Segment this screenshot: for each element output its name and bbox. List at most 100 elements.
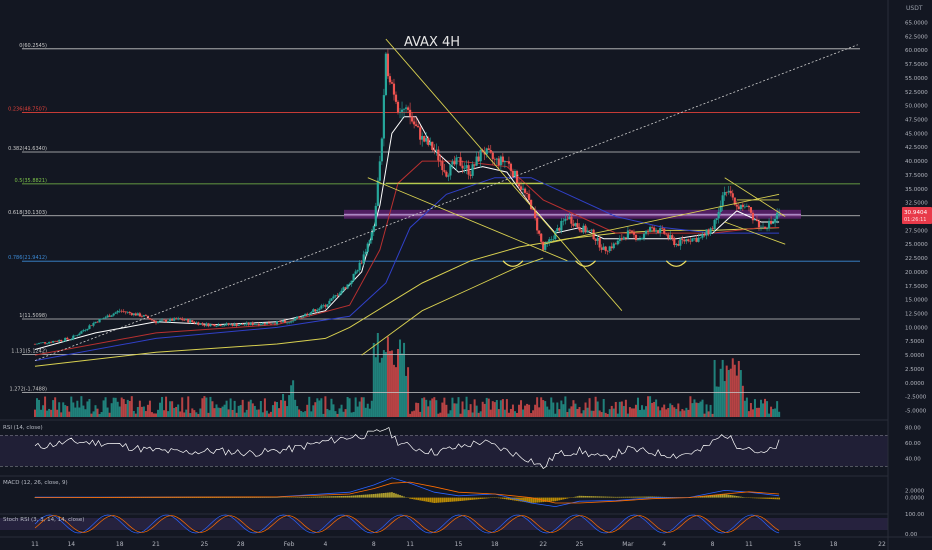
candle-body: [275, 321, 279, 325]
volume-bar: [296, 406, 299, 417]
macd-histogram-bar: [328, 496, 331, 498]
volume-bar: [132, 410, 135, 417]
candle-body: [183, 319, 186, 321]
volume-bar: [181, 397, 184, 417]
candle-body: [261, 322, 264, 325]
volume-bar: [76, 400, 79, 417]
candle-body: [677, 244, 680, 246]
volume-bar: [423, 397, 426, 417]
candle-body: [140, 316, 143, 318]
rsi-label: RSI (14, close): [3, 425, 43, 431]
volume-bar: [241, 399, 244, 417]
volume-bar: [542, 400, 545, 417]
macd-histogram-bar: [506, 497, 508, 500]
macd-histogram-bar: [578, 495, 581, 498]
volume-bar: [306, 404, 309, 417]
macd-histogram-bar: [610, 496, 613, 498]
price-axis[interactable]: 65.0000 62.5000 60.0000 57.5000 55.0000 52.50…: [887, 0, 928, 550]
volume-bar: [667, 408, 670, 417]
volume-bar: [645, 406, 648, 417]
volume-bar: [524, 405, 527, 417]
candle-body: [154, 321, 158, 324]
volume-bar: [467, 410, 470, 417]
volume-bar: [163, 410, 166, 417]
volume-bar: [671, 405, 674, 417]
volume-bar: [314, 402, 317, 417]
price-tick-label: 57.5000: [905, 62, 928, 68]
candle-body: [574, 223, 577, 226]
stoch-tick-label: 0.00: [905, 532, 918, 538]
price-tick-label: 45.0000: [905, 131, 928, 137]
candle-body: [703, 234, 706, 236]
macd-histogram-bar: [449, 497, 452, 502]
macd-histogram-bar: [717, 494, 720, 498]
trendlines[interactable]: [34, 38, 858, 361]
volume-bar: [421, 398, 424, 417]
candle-body: [753, 219, 757, 221]
price-tick-label: 12.5000: [905, 311, 928, 317]
candle-body: [449, 164, 452, 176]
candle-body: [378, 161, 381, 181]
time-axis[interactable]: 11 14 18 21 25 28 Feb 4 8 11 15 18 22 25 Mar 4 8 11 15 18 22: [0, 536, 932, 548]
candle-body: [739, 204, 742, 210]
macd-histogram-bar: [503, 497, 506, 500]
macd-histogram-bar: [485, 497, 488, 499]
volume-bar: [675, 408, 678, 417]
volume-bar: [255, 409, 258, 417]
macd-histogram-bar: [326, 496, 329, 498]
macd-histogram-bar: [709, 495, 712, 498]
macd-histogram-bar: [643, 496, 645, 498]
volume-bar: [770, 406, 773, 417]
volume-bar: [235, 412, 238, 417]
candle-body: [185, 319, 188, 321]
candle-body: [336, 295, 339, 296]
volume-bar: [705, 404, 708, 417]
volume-bar: [376, 332, 379, 417]
volume-bar: [152, 413, 155, 417]
macd-histogram-bar: [501, 497, 504, 499]
candle-body: [776, 212, 779, 219]
candle-body: [199, 323, 202, 325]
candle-body: [237, 324, 240, 326]
price-tick-label: 50.0000: [905, 104, 928, 110]
volume-bar: [572, 400, 575, 417]
macd-histogram-bar: [536, 497, 539, 503]
volume-bar: [707, 411, 710, 417]
candle-body: [417, 125, 420, 128]
macd-histogram-bar: [463, 497, 466, 501]
candle-body: [54, 341, 57, 342]
candle-body: [681, 239, 684, 241]
candle-body: [530, 199, 533, 210]
volume-bar: [630, 408, 633, 417]
candle-body: [239, 323, 242, 325]
macd-histogram-bar: [622, 496, 625, 498]
volume-bar: [136, 406, 139, 417]
volume-bar: [546, 406, 549, 417]
candle-body: [469, 174, 472, 176]
candle-body: [479, 150, 482, 162]
candle-body: [193, 321, 196, 324]
volume-bar: [74, 407, 77, 417]
volume-bar: [465, 396, 468, 417]
chart-title: AVAX 4H: [404, 35, 460, 50]
trendline: [543, 193, 780, 245]
time-tick-label: Mar: [622, 541, 634, 548]
candle-body: [310, 311, 313, 315]
price-tick-label: -2.5000: [905, 395, 927, 401]
macd-tick-label: 0.0000: [905, 496, 925, 502]
macd-histogram-bar: [566, 497, 569, 499]
candle-body: [455, 157, 458, 165]
volume-bar: [221, 406, 224, 417]
volume-bar: [592, 410, 595, 417]
candle-body: [187, 319, 190, 323]
macd-histogram-bar: [653, 496, 656, 498]
candle-body: [296, 316, 299, 319]
pattern-arc: [502, 260, 524, 267]
candle-body: [653, 227, 656, 232]
volume-bar: [292, 380, 295, 417]
volume-bar: [485, 397, 488, 417]
volume-bar: [435, 400, 438, 417]
macd-histogram-bar: [445, 497, 448, 503]
candle-body: [729, 190, 732, 194]
